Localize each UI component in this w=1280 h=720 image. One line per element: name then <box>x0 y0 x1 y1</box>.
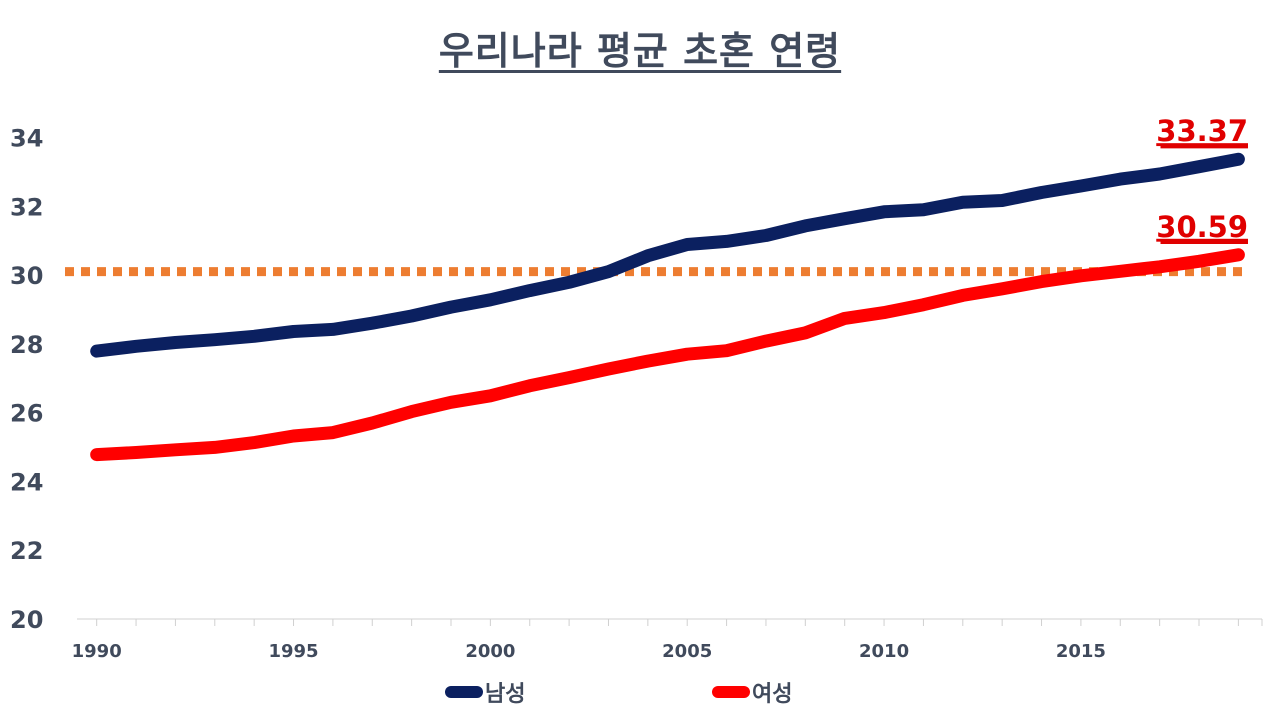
y-tick-label: 30 <box>10 262 43 290</box>
y-tick-label: 28 <box>10 331 43 359</box>
y-tick-label: 32 <box>10 193 43 221</box>
x-tick-label: 2000 <box>465 641 515 662</box>
y-tick-label: 20 <box>10 606 43 634</box>
x-tick-label: 1990 <box>72 641 122 662</box>
annotation-male-last: 33.37 <box>1156 114 1248 148</box>
x-tick-label: 2010 <box>859 641 909 662</box>
legend-swatch-male <box>445 686 483 698</box>
x-tick-label: 1995 <box>268 641 318 662</box>
legend-label-male: 남성 <box>485 682 526 707</box>
legend-label-female: 여성 <box>752 682 793 707</box>
y-tick-label: 26 <box>10 400 43 428</box>
x-tick-label: 2015 <box>1056 641 1106 662</box>
legend-item-female: 여성 <box>712 676 792 708</box>
legend-item-male: 남성 <box>445 676 525 708</box>
annotation-female-last: 30.59 <box>1156 210 1248 244</box>
x-tick-label: 2005 <box>662 641 712 662</box>
series-line-female <box>90 248 1245 462</box>
chart-title: 우리나라 평균 초혼 연령 <box>438 29 842 73</box>
legend-swatch-female <box>712 686 750 698</box>
series-line-male <box>90 152 1245 358</box>
y-tick-label: 22 <box>10 537 43 565</box>
chart-legend: 남성 여성 <box>0 676 1280 708</box>
y-tick-label: 34 <box>10 125 43 153</box>
y-tick-label: 24 <box>10 468 43 496</box>
